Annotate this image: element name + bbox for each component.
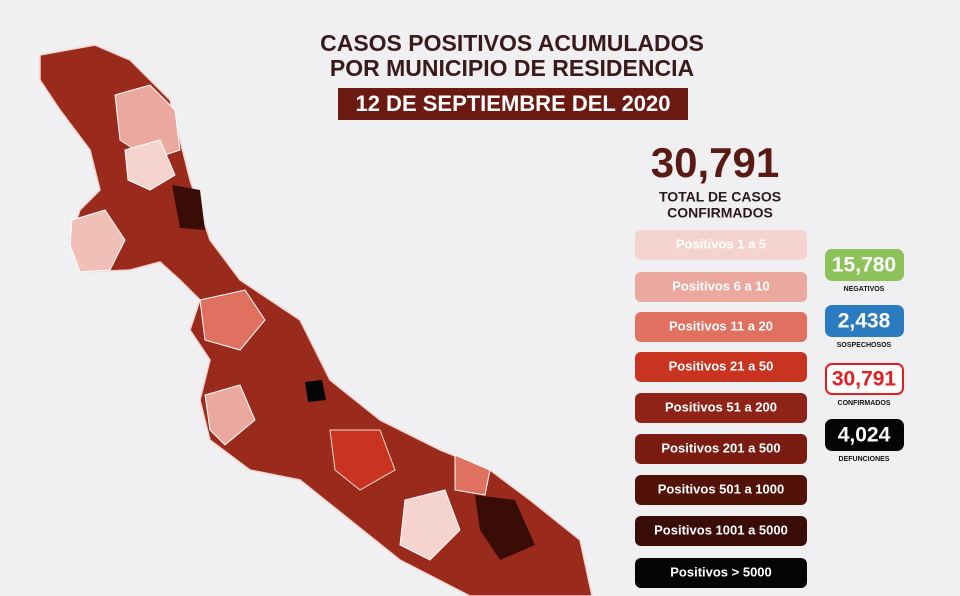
map-region — [475, 495, 535, 560]
stat-box — [825, 249, 904, 281]
legend-label: Positivos 6 a 10 — [672, 278, 770, 293]
legend: Positivos 1 a 5 Positivos 6 a 10 Positivos… — [635, 230, 807, 588]
legend-label: Positivos 1001 a 5000 — [654, 522, 788, 537]
legend-pill — [635, 393, 807, 423]
date: 12 DE SEPTIEMBRE DEL 2020 — [355, 91, 670, 116]
legend-label: Positivos 501 a 1000 — [658, 481, 784, 496]
legend-label: Positivos 201 a 500 — [661, 440, 780, 455]
legend-label: Positivos 51 a 200 — [665, 399, 777, 414]
map-region — [69, 209, 126, 273]
title-line: POR MUNICIPIO DE RESIDENCIA — [330, 55, 694, 81]
total-label: CONFIRMADOS — [667, 205, 773, 221]
stat-box — [825, 419, 904, 451]
legend-pill — [635, 312, 807, 342]
legend-pill — [635, 516, 807, 546]
map-region — [329, 429, 396, 491]
legend-label: Positivos > 5000 — [670, 564, 772, 579]
legend-pill — [635, 230, 807, 260]
map-region — [114, 84, 181, 161]
legend-label: Positivos 21 a 50 — [669, 358, 774, 373]
stat-label: CONFIRMADOS — [838, 400, 891, 407]
stat-box — [825, 305, 904, 337]
stat-value: 30,791 — [832, 368, 897, 391]
stat-label: DEFUNCIONES — [839, 456, 890, 463]
map-region — [204, 384, 256, 446]
map-region — [124, 139, 176, 191]
map-region — [199, 289, 266, 351]
stat-value: 15,780 — [832, 254, 896, 277]
stats: 15,780 NEGATIVOS 2,438 SOSPECHOSOS 30,791 CON… — [825, 249, 904, 463]
map-region — [305, 380, 326, 402]
legend-pill — [635, 558, 807, 588]
legend-pill — [635, 434, 807, 464]
legend-pill — [635, 475, 807, 505]
map-region — [399, 489, 461, 561]
date-box — [338, 88, 688, 120]
map-region — [172, 185, 205, 230]
stat-label: NEGATIVOS — [844, 286, 885, 293]
map-region — [454, 454, 491, 496]
legend-label: Positivos 11 a 20 — [669, 318, 773, 333]
map — [39, 44, 593, 596]
legend-pill — [635, 352, 807, 382]
total-value: 30,791 — [651, 139, 779, 186]
title-line: CASOS POSITIVOS ACUMULADOS — [320, 30, 704, 56]
stat-box — [825, 363, 904, 395]
stat-value: 4,024 — [838, 424, 891, 447]
stat-value: 2,438 — [838, 310, 891, 333]
legend-pill — [635, 272, 807, 302]
total-label: TOTAL DE CASOS — [659, 189, 781, 205]
legend-label: Positivos 1 a 5 — [676, 236, 766, 251]
stat-label: SOSPECHOSOS — [837, 342, 892, 349]
